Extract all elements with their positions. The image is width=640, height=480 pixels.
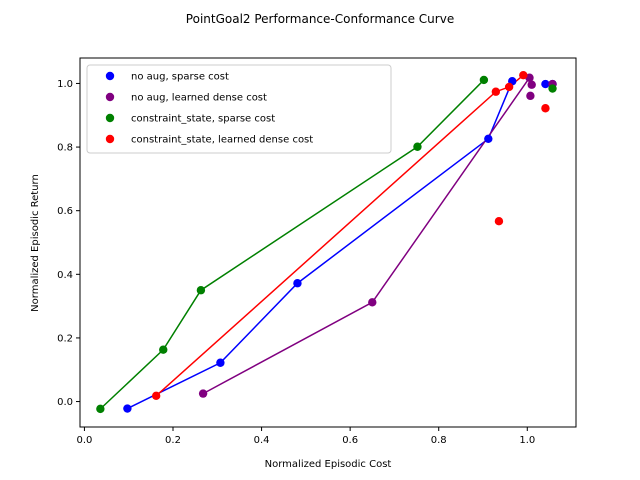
series-3-point-3 [519, 70, 528, 80]
y-axis-label: Normalized Episodic Return [30, 174, 41, 312]
series-3-point-5 [541, 104, 550, 113]
legend-label-3: constraint_state, learned dense cost [131, 135, 313, 146]
series-0-point-3 [484, 134, 493, 143]
series-2-point-4 [479, 75, 489, 85]
legend-marker-2 [105, 113, 115, 123]
legend-label-0: no aug, sparse cost [131, 72, 229, 83]
x-axis-label: Normalized Episodic Cost [265, 459, 392, 470]
series-0-point-5 [541, 79, 550, 89]
legend-marker-1 [105, 92, 115, 102]
series-1-point-0 [198, 389, 208, 398]
legend-label-2: constraint_state, sparse cost [131, 114, 275, 125]
x-tick-label-5: 1.0 [519, 435, 535, 446]
legend-box [86, 64, 392, 154]
chart-title: PointGoal2 Performance-Conformance Curve [186, 12, 454, 26]
series-1-point-4 [526, 91, 535, 101]
legend-marker-3 [105, 134, 115, 144]
y-tick-label-0: 0.0 [57, 397, 73, 408]
series-2-point-1 [159, 345, 168, 354]
plot-area: 0.0 0.2 0.4 0.6 0.8 1.0 0.0 0.2 0.4 0.6 0.8 1.0 [57, 57, 577, 446]
y-tick-label-3: 0.6 [57, 206, 73, 217]
y-tick-label-1: 0.2 [57, 333, 73, 344]
series-3-point-1 [491, 87, 501, 96]
series-3-point-4 [494, 216, 504, 226]
x-tick-label-4: 0.8 [431, 435, 447, 446]
x-tick-label-1: 0.2 [165, 435, 181, 446]
series-0-point-2 [293, 279, 302, 288]
legend: no aug, sparse cost no aug, learned dense… [86, 64, 392, 154]
series-0-point-1 [216, 358, 225, 367]
legend-label-1: no aug, learned dense cost [131, 93, 267, 104]
series-2-point-0 [96, 404, 105, 414]
series-1-point-1 [368, 298, 377, 307]
series-3-point-2 [504, 82, 514, 92]
series-2-point-2 [196, 286, 206, 295]
y-tick-label-2: 0.4 [57, 270, 73, 281]
series-1-point-3 [527, 80, 536, 89]
y-tick-label-5: 1.0 [57, 79, 73, 90]
series-0-point-0 [123, 404, 132, 413]
series-2-point-3 [413, 142, 422, 151]
x-tick-label-0: 0.0 [76, 435, 92, 446]
axes-frame [79, 57, 577, 428]
series-3-point-0 [151, 391, 161, 401]
x-tick-label-2: 0.4 [254, 435, 270, 446]
y-tick-label-4: 0.8 [57, 143, 73, 154]
series-2-point-5 [548, 84, 557, 93]
x-tick-label-3: 0.6 [342, 435, 358, 446]
legend-marker-0 [105, 71, 115, 81]
